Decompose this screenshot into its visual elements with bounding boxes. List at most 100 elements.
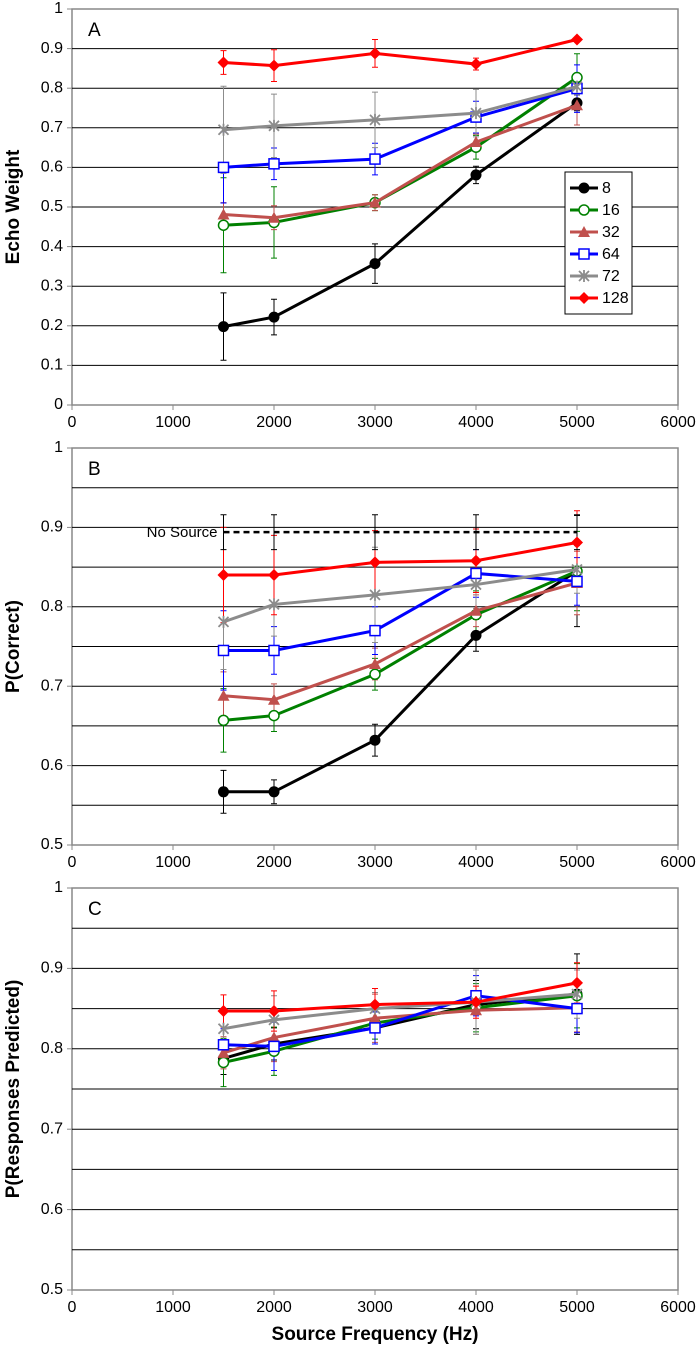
marker <box>369 258 381 270</box>
marker <box>217 615 230 628</box>
marker <box>268 709 280 722</box>
series-label: No Source <box>147 524 218 541</box>
marker <box>571 563 583 576</box>
marker <box>369 556 381 569</box>
marker <box>217 208 230 220</box>
marker <box>268 119 280 132</box>
y-tick-label: 0.2 <box>41 317 63 334</box>
marker <box>578 248 590 260</box>
marker <box>470 58 482 71</box>
y-tick-label: 0.8 <box>41 598 63 615</box>
marker <box>369 657 381 669</box>
panel-label: B <box>88 459 101 480</box>
x-tick-label: 0 <box>68 1299 77 1316</box>
marker <box>268 786 280 798</box>
marker <box>369 668 381 681</box>
panel-label: C <box>88 899 102 920</box>
marker <box>217 219 230 231</box>
y-tick-label: 0.9 <box>41 40 63 57</box>
marker <box>268 693 280 705</box>
y-tick-label: 0.4 <box>41 238 63 255</box>
x-tick-label: 3000 <box>357 1299 393 1316</box>
x-tick-label: 1000 <box>155 854 191 871</box>
x-tick-label: 0 <box>68 854 77 871</box>
marker <box>369 113 381 126</box>
marker <box>268 158 280 170</box>
legend-label: 8 <box>602 180 611 197</box>
marker <box>217 1022 230 1035</box>
marker <box>470 578 482 591</box>
marker <box>578 292 590 304</box>
marker <box>369 1022 381 1034</box>
y-tick-label: 0.9 <box>41 519 63 536</box>
x-tick-label: 4000 <box>458 854 494 871</box>
x-tick-label: 3000 <box>357 854 393 871</box>
marker <box>571 99 583 111</box>
marker <box>268 644 280 657</box>
marker <box>217 569 230 582</box>
y-tick-label: 1 <box>54 439 63 456</box>
y-tick-label: 0.5 <box>41 198 63 215</box>
x-tick-label: 4000 <box>458 1299 494 1316</box>
legend-label: 16 <box>602 202 620 219</box>
marker <box>217 56 230 69</box>
marker <box>578 182 590 194</box>
marker <box>268 569 280 582</box>
marker <box>369 624 381 637</box>
marker <box>217 1056 230 1069</box>
marker <box>217 1039 230 1051</box>
y-tick-label: 0.7 <box>41 1120 63 1137</box>
marker <box>217 714 230 727</box>
legend <box>564 171 633 315</box>
y-axis-label: Echo Weight <box>3 149 24 264</box>
marker <box>571 1002 583 1015</box>
y-tick-label: 0.6 <box>41 757 63 774</box>
x-tick-label: 2000 <box>256 1299 292 1316</box>
marker <box>268 211 280 223</box>
marker <box>268 1031 280 1043</box>
x-tick-label: 5000 <box>559 1299 595 1316</box>
marker <box>268 1005 280 1018</box>
marker <box>217 123 230 136</box>
y-tick-label: 0.6 <box>41 1201 63 1218</box>
x-tick-label: 3000 <box>357 414 393 431</box>
y-tick-label: 0.8 <box>41 1040 63 1057</box>
x-tick-label: 5000 <box>559 854 595 871</box>
legend-label: 64 <box>602 246 620 263</box>
marker <box>571 33 583 46</box>
marker <box>268 311 280 323</box>
y-tick-label: 0.8 <box>41 79 63 96</box>
x-tick-label: 6000 <box>660 854 696 871</box>
marker <box>578 226 590 237</box>
y-axis-label: P(Responses Predicted) <box>3 980 24 1199</box>
marker <box>470 996 482 1009</box>
marker <box>268 59 280 72</box>
marker <box>369 153 381 165</box>
marker <box>578 204 590 216</box>
marker <box>470 1004 482 1016</box>
marker <box>218 786 229 798</box>
marker <box>268 598 280 611</box>
marker <box>217 1005 230 1018</box>
marker <box>369 1012 381 1024</box>
y-tick-label: 0.1 <box>41 357 63 374</box>
marker <box>369 588 381 601</box>
y-tick-label: 0.6 <box>41 159 63 176</box>
x-axis-label: Source Frequency (Hz) <box>272 1324 479 1345</box>
marker <box>571 575 583 588</box>
y-axis-label: P(Correct) <box>3 600 24 693</box>
marker <box>369 47 381 60</box>
marker <box>218 321 229 333</box>
marker <box>369 998 381 1011</box>
marker <box>217 689 230 701</box>
marker <box>470 554 482 567</box>
marker <box>268 1040 280 1053</box>
marker <box>369 196 381 208</box>
y-tick-label: 0.5 <box>41 1281 63 1298</box>
marker <box>571 976 583 989</box>
marker <box>369 734 381 746</box>
x-tick-label: 2000 <box>256 854 292 871</box>
marker <box>217 644 230 657</box>
